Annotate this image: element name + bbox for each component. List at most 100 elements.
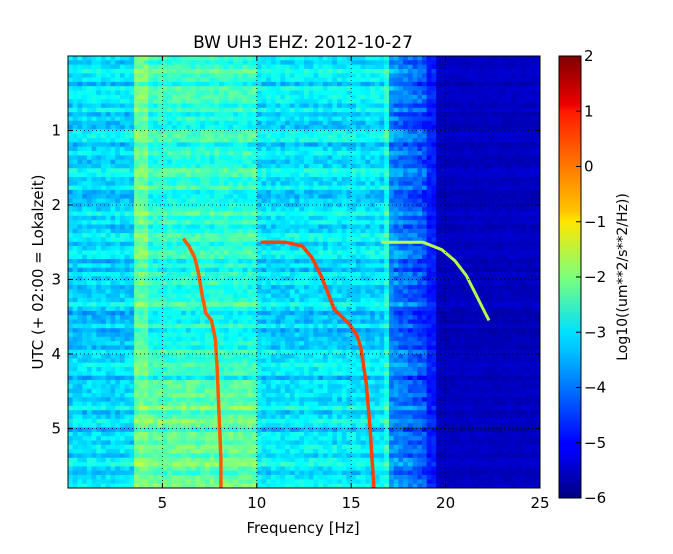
heatmap-cell xyxy=(289,138,296,143)
heatmap-cell xyxy=(294,215,300,221)
heatmap-cell xyxy=(483,181,489,187)
heatmap-cell xyxy=(393,246,399,251)
heatmap-cell xyxy=(86,94,93,100)
heatmap-cell xyxy=(247,116,253,122)
heatmap-cell xyxy=(204,151,211,156)
heatmap-cell xyxy=(209,125,215,130)
heatmap-cell xyxy=(190,73,196,79)
heatmap-cell xyxy=(124,120,130,126)
heatmap-cell xyxy=(82,224,88,230)
heatmap-cell xyxy=(252,185,258,191)
heatmap-cell xyxy=(124,172,130,178)
heatmap-cell xyxy=(162,103,168,109)
heatmap-cell xyxy=(138,207,145,213)
heatmap-cell xyxy=(110,228,116,234)
heatmap-cell xyxy=(440,64,447,70)
heatmap-cell xyxy=(181,254,187,260)
heatmap-cell xyxy=(459,220,466,226)
heatmap-cell xyxy=(219,125,225,130)
heatmap-cell xyxy=(280,194,286,200)
heatmap-cell xyxy=(167,267,173,273)
heatmap-cell xyxy=(370,181,376,187)
heatmap-cell xyxy=(280,60,286,66)
heatmap-cell xyxy=(119,259,126,264)
heatmap-cell xyxy=(516,94,522,100)
heatmap-cell xyxy=(237,233,244,238)
heatmap-cell xyxy=(346,181,352,187)
heatmap-cell xyxy=(535,94,540,100)
heatmap-cell xyxy=(280,146,286,152)
heatmap-cell xyxy=(469,202,475,208)
heatmap-cell xyxy=(384,90,390,96)
heatmap-cell xyxy=(138,155,145,161)
heatmap-cell xyxy=(289,172,296,178)
heatmap-cell xyxy=(535,125,540,130)
heatmap-cell xyxy=(77,185,83,191)
heatmap-cell xyxy=(374,185,381,191)
heatmap-cell xyxy=(450,60,456,66)
heatmap-cell xyxy=(445,94,451,100)
heatmap-cell xyxy=(417,228,423,234)
heatmap-cell xyxy=(322,228,329,234)
heatmap-cell xyxy=(200,189,206,195)
heatmap-cell xyxy=(167,189,173,195)
heatmap-cell xyxy=(516,77,522,83)
heatmap-cell xyxy=(223,81,230,87)
heatmap-cell xyxy=(162,250,168,256)
heatmap-cell xyxy=(115,86,121,92)
heatmap-cell xyxy=(507,241,513,247)
heatmap-cell xyxy=(91,194,97,200)
heatmap-cell xyxy=(153,138,159,143)
heatmap-cell xyxy=(124,198,130,204)
heatmap-cell xyxy=(247,64,253,70)
heatmap-cell xyxy=(91,172,97,178)
heatmap-cell xyxy=(181,120,187,126)
heatmap-cell xyxy=(337,181,343,187)
heatmap-cell xyxy=(488,107,494,113)
heatmap-cell xyxy=(275,220,281,226)
heatmap-cell xyxy=(171,177,178,182)
heatmap-cell xyxy=(488,81,494,87)
heatmap-cell xyxy=(379,125,385,130)
heatmap-cell xyxy=(445,246,451,251)
heatmap-cell xyxy=(186,168,192,174)
heatmap-cell xyxy=(157,103,163,109)
heatmap-cell xyxy=(242,103,248,109)
heatmap-cell xyxy=(219,129,225,135)
heatmap-cell xyxy=(209,207,215,213)
heatmap-cell xyxy=(72,194,78,200)
heatmap-cell xyxy=(214,146,220,152)
heatmap-cell xyxy=(204,146,211,152)
heatmap-cell xyxy=(464,138,470,143)
heatmap-cell xyxy=(393,267,399,273)
heatmap-cell xyxy=(275,177,281,182)
heatmap-cell xyxy=(242,142,248,148)
heatmap-cell xyxy=(483,112,489,118)
heatmap-cell xyxy=(129,228,135,234)
heatmap-cell xyxy=(455,189,461,195)
heatmap-cell xyxy=(110,142,116,148)
heatmap-cell xyxy=(148,133,154,139)
heatmap-cell xyxy=(219,103,225,109)
heatmap-cell xyxy=(516,233,522,238)
heatmap-cell xyxy=(521,237,527,243)
heatmap-cell xyxy=(473,86,480,92)
heatmap-cell xyxy=(455,254,461,260)
heatmap-cell xyxy=(115,69,121,74)
heatmap-cell xyxy=(299,233,305,238)
heatmap-cell xyxy=(521,189,527,195)
heatmap-cell xyxy=(450,263,456,269)
heatmap-cell xyxy=(516,159,522,165)
heatmap-cell xyxy=(322,237,329,243)
heatmap-cell xyxy=(337,86,343,92)
heatmap-cell xyxy=(228,155,234,161)
heatmap-cell xyxy=(346,60,352,66)
heatmap-cell xyxy=(86,138,93,143)
heatmap-cell xyxy=(157,146,163,152)
heatmap-cell xyxy=(313,185,319,191)
heatmap-cell xyxy=(153,241,159,247)
heatmap-cell xyxy=(473,241,480,247)
heatmap-cell xyxy=(101,125,107,130)
heatmap-cell xyxy=(252,107,258,113)
heatmap-cell xyxy=(68,215,74,221)
